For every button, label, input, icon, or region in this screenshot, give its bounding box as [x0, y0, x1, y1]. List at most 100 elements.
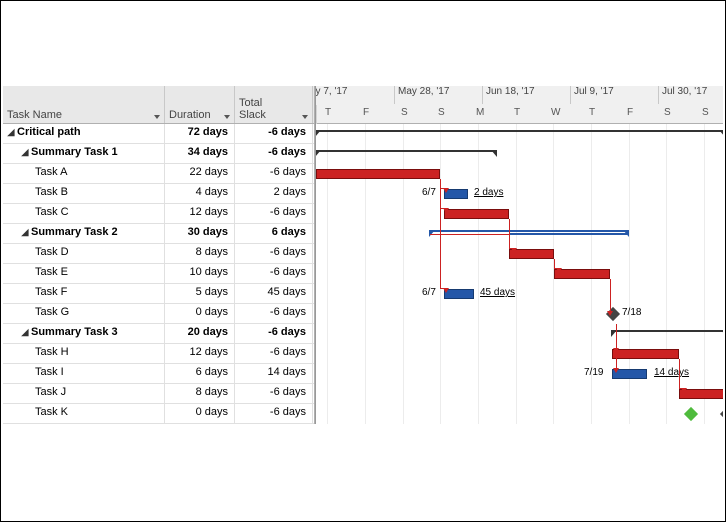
col-header-label: Duration — [169, 109, 230, 121]
dependency-link — [443, 288, 449, 293]
cell-slack: -6 days — [235, 244, 313, 263]
table-row[interactable]: Task K0 days-6 days — [3, 404, 314, 424]
gantt-row: 6/7 45 days — [316, 284, 723, 304]
table-row[interactable]: ◢Summary Task 320 days-6 days — [3, 324, 314, 344]
dependency-link — [509, 219, 510, 234]
gantt-row — [316, 244, 723, 264]
cell-duration: 0 days — [165, 404, 235, 423]
dependency-link — [616, 324, 617, 368]
bar-label: 14 days — [654, 367, 689, 378]
table-row[interactable]: Task F5 days45 days — [3, 284, 314, 304]
timeline-minor: S — [401, 107, 408, 118]
table-row[interactable]: Task D8 days-6 days — [3, 244, 314, 264]
table-body: ◢Critical path72 days-6 days◢Summary Tas… — [3, 124, 314, 424]
cell-duration: 12 days — [165, 344, 235, 363]
cell-duration: 0 days — [165, 304, 235, 323]
dropdown-icon — [302, 115, 308, 119]
gantt-row — [316, 404, 723, 424]
cell-duration: 4 days — [165, 184, 235, 203]
gantt-row — [316, 124, 723, 144]
summary-bar[interactable] — [612, 330, 723, 336]
app-frame: Task Name Duration Total Slack ◢Critical… — [0, 0, 726, 522]
timeline-minor: S — [702, 107, 709, 118]
cell-slack: -6 days — [235, 344, 313, 363]
cell-slack: -6 days — [235, 304, 313, 323]
cell-taskname: Task E — [3, 264, 165, 283]
cell-slack: -6 days — [235, 144, 313, 163]
collapse-icon[interactable]: ◢ — [21, 227, 29, 238]
cell-taskname: ◢Summary Task 3 — [3, 324, 165, 343]
timeline-major: ay 7, '17 — [315, 86, 348, 104]
dependency-link — [511, 248, 517, 253]
summary-bar[interactable] — [316, 150, 496, 156]
bar-label: 6/7 — [422, 287, 436, 298]
gantt-row: 7/19 14 days — [316, 364, 723, 384]
task-table: Task Name Duration Total Slack ◢Critical… — [3, 86, 315, 424]
gantt-body: 6/72 days 6/7 45 days 7/18 7/19 14 days — [316, 124, 723, 424]
cell-taskname: Task B — [3, 184, 165, 203]
table-row[interactable]: Task E10 days-6 days — [3, 264, 314, 284]
task-bar[interactable] — [444, 209, 509, 219]
table-row[interactable]: Task A22 days-6 days — [3, 164, 314, 184]
cell-duration: 8 days — [165, 384, 235, 403]
cell-slack: -6 days — [235, 384, 313, 403]
gantt-row: 6/72 days — [316, 184, 723, 204]
cell-slack: -6 days — [235, 264, 313, 283]
table-row[interactable]: Task I6 days14 days — [3, 364, 314, 384]
timeline-major: Jun 18, '17 — [482, 86, 535, 104]
dependency-link — [556, 268, 562, 273]
table-row[interactable]: Task H12 days-6 days — [3, 344, 314, 364]
milestone-icon[interactable] — [720, 407, 723, 421]
timeline-header: ay 7, '17 May 28, '17 Jun 18, '17 Jul 9, '1… — [316, 86, 723, 124]
cell-slack: -6 days — [235, 324, 313, 343]
collapse-icon[interactable]: ◢ — [21, 327, 29, 338]
col-header-taskname[interactable]: Task Name — [3, 86, 165, 123]
table-row[interactable]: ◢Summary Task 134 days-6 days — [3, 144, 314, 164]
table-row[interactable]: Task J8 days-6 days — [3, 384, 314, 404]
col-header-slack[interactable]: Total Slack — [235, 86, 313, 123]
gantt-row — [316, 144, 723, 164]
table-row[interactable]: Task C12 days-6 days — [3, 204, 314, 224]
cell-duration: 10 days — [165, 264, 235, 283]
cell-duration: 34 days — [165, 144, 235, 163]
dependency-link — [613, 368, 619, 373]
cell-taskname: Task D — [3, 244, 165, 263]
bar-label: 7/18 — [622, 307, 641, 318]
cell-taskname: ◢Critical path — [3, 124, 165, 143]
gantt-row — [316, 384, 723, 404]
timeline-major: Jul 9, '17 — [570, 86, 614, 104]
dropdown-icon — [154, 115, 160, 119]
table-row[interactable]: ◢Critical path72 days-6 days — [3, 124, 314, 144]
gantt-row — [316, 344, 723, 364]
timeline-minor: S — [664, 107, 671, 118]
gantt-chart[interactable]: ay 7, '17 May 28, '17 Jun 18, '17 Jul 9, '1… — [315, 86, 723, 424]
cell-duration: 12 days — [165, 204, 235, 223]
cell-taskname: ◢Summary Task 1 — [3, 144, 165, 163]
cell-duration: 22 days — [165, 164, 235, 183]
col-header-duration[interactable]: Duration — [165, 86, 235, 123]
cell-taskname: Task I — [3, 364, 165, 383]
timeline-major: May 28, '17 — [394, 86, 449, 104]
cell-duration: 30 days — [165, 224, 235, 243]
task-bar[interactable] — [612, 349, 679, 359]
task-bar[interactable] — [554, 269, 610, 279]
cell-taskname: Task C — [3, 204, 165, 223]
bar-label: 45 days — [480, 287, 515, 298]
table-row[interactable]: ◢Summary Task 230 days6 days — [3, 224, 314, 244]
dropdown-icon — [224, 115, 230, 119]
timeline-minor: T — [514, 107, 520, 118]
cell-taskname: Task A — [3, 164, 165, 183]
collapse-icon[interactable]: ◢ — [7, 127, 15, 138]
task-bar[interactable] — [316, 169, 440, 179]
table-row[interactable]: Task B4 days2 days — [3, 184, 314, 204]
cell-duration: 5 days — [165, 284, 235, 303]
summary-bar[interactable] — [316, 130, 723, 136]
gantt-row — [316, 264, 723, 284]
gantt-row — [316, 204, 723, 224]
bar-label: 7/19 — [584, 367, 603, 378]
table-row[interactable]: Task G0 days-6 days — [3, 304, 314, 324]
cell-duration: 72 days — [165, 124, 235, 143]
bar-label: 2 days — [474, 187, 503, 198]
content-area: Task Name Duration Total Slack ◢Critical… — [3, 86, 723, 424]
collapse-icon[interactable]: ◢ — [21, 147, 29, 158]
